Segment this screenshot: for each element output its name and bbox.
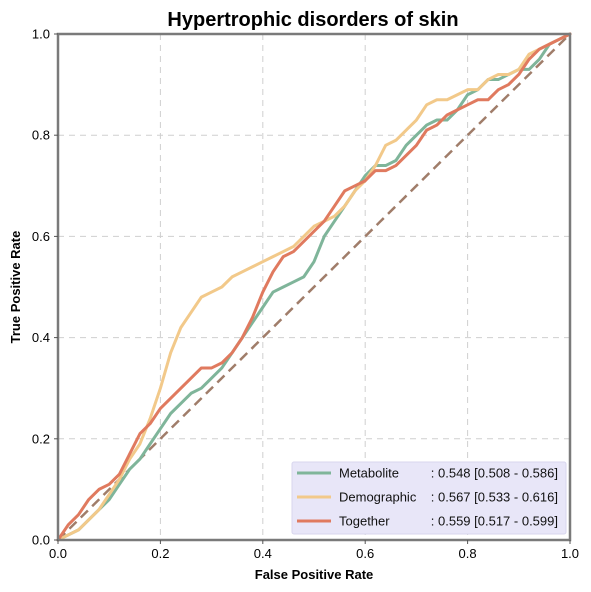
x-tick-label: 0.4 <box>254 546 272 561</box>
roc-line-demographic <box>56 32 572 542</box>
chart-title: Hypertrophic disorders of skin <box>167 9 458 31</box>
y-tick-label: 0.2 <box>32 431 50 446</box>
series-layer <box>56 32 572 542</box>
legend-label-demographic: Demographic <box>339 490 417 505</box>
legend-label-metabolite: Metabolite <box>339 466 399 481</box>
legend-value-metabolite: : 0.548 [0.508 - 0.586] <box>431 466 558 481</box>
y-tick-label: 0.0 <box>32 533 50 548</box>
x-tick-label: 0.8 <box>459 546 477 561</box>
x-tick-label: 0.6 <box>356 546 374 561</box>
x-tick-label: 1.0 <box>561 546 579 561</box>
y-axis-label: True Positive Rate <box>8 231 23 344</box>
roc-line-together <box>56 32 572 542</box>
legend: Metabolite : 0.548 [0.508 - 0.586] Demogra… <box>291 461 567 535</box>
y-tick-label: 0.4 <box>32 330 50 345</box>
legend-value-demographic: : 0.567 [0.533 - 0.616] <box>431 490 558 505</box>
y-tick-label: 0.6 <box>32 229 50 244</box>
plot-frame <box>56 32 572 542</box>
y-tick-label: 1.0 <box>32 27 50 42</box>
legend-box <box>291 461 567 535</box>
x-axis-label: False Positive Rate <box>255 567 374 582</box>
y-tick-label: 0.8 <box>32 128 50 143</box>
grid <box>58 34 570 540</box>
x-tick-label: 0.2 <box>151 546 169 561</box>
x-tick-label: 0.0 <box>49 546 67 561</box>
ticks: 0.0 0.2 0.4 0.6 0.8 1.0 0.0 0.2 0.4 0.6 0.8 1.0 <box>32 27 579 562</box>
legend-value-together: : 0.559 [0.517 - 0.599] <box>431 514 558 529</box>
legend-label-together: Together <box>339 514 390 529</box>
